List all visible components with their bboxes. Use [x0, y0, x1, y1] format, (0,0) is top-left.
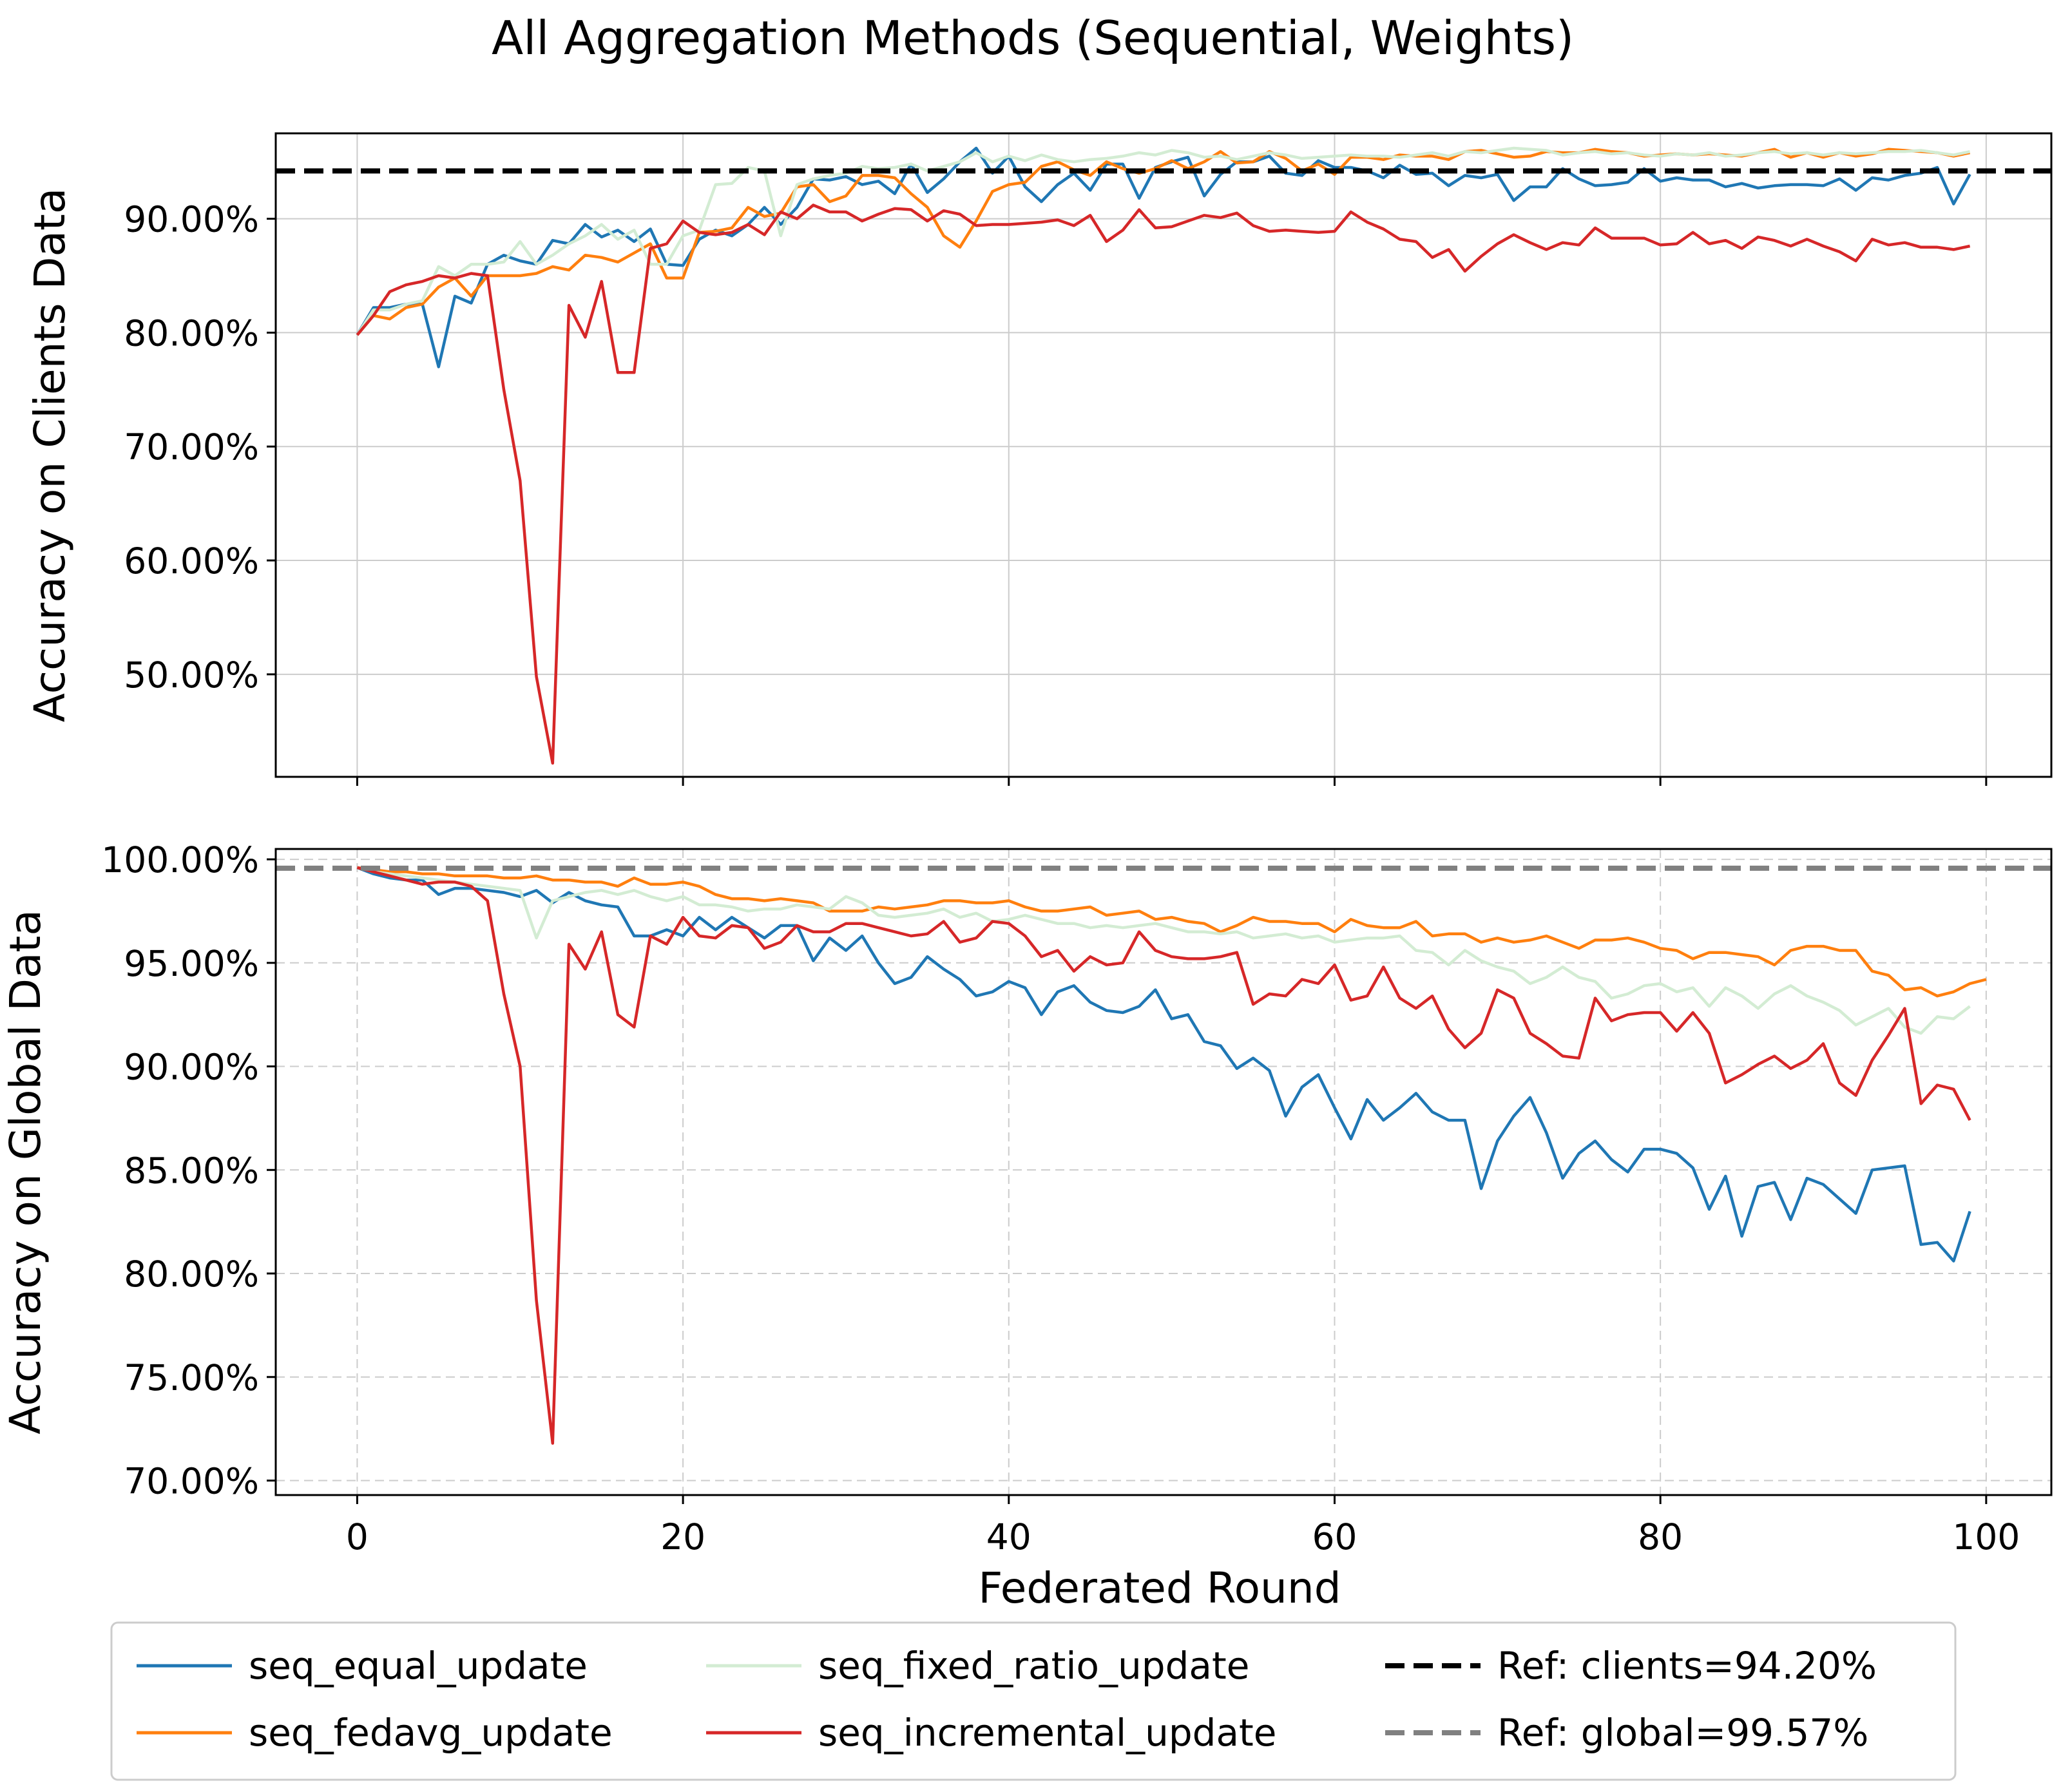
- series-line-seq_fixed_ratio_update: [356, 146, 1971, 336]
- series-line-seq_equal_update: [356, 866, 1971, 1263]
- panel-1: 50.00% 60.00% 70.00% 80.00% 90.00% Accuracy o…: [25, 132, 2053, 786]
- legend-label: Ref: clients=94.20%: [1497, 1644, 1877, 1688]
- y-tick-label: 50.00%: [124, 654, 259, 696]
- legend-label: seq_fixed_ratio_update: [818, 1644, 1249, 1688]
- y-tick-label: 60.00%: [124, 540, 259, 582]
- y-tick-label: 75.00%: [124, 1357, 259, 1398]
- x-tick-label: 40: [986, 1516, 1031, 1558]
- x-tick-label: 20: [660, 1516, 705, 1558]
- legend-label: seq_incremental_update: [818, 1711, 1276, 1755]
- legend-frame: [110, 1621, 1957, 1781]
- y-tick-label: 90.00%: [124, 1047, 259, 1088]
- y-tick-label: 80.00%: [124, 1253, 259, 1295]
- legend: seq_equal_update seq_fedavg_update seq_fix…: [110, 1621, 1957, 1781]
- y-tick-label: 100.00%: [101, 839, 259, 881]
- x-tick-label: 80: [1638, 1516, 1683, 1558]
- series-line-seq_fixed_ratio_update: [356, 866, 1971, 1035]
- chart-title: All Aggregation Methods (Sequential, Wei…: [492, 11, 1574, 65]
- panel-2: 70.00% 75.00% 80.00% 85.00% 90.00% 95.00% 100.…: [1, 839, 2053, 1558]
- y-axis-label: Accuracy on Global Data: [1, 910, 50, 1435]
- y-tick-label: 70.00%: [124, 426, 259, 468]
- series-line-seq_incremental_update: [356, 204, 1971, 765]
- plot-frame: [274, 848, 2053, 1496]
- y-tick-label: 70.00%: [124, 1460, 259, 1501]
- y-axis-label: Accuracy on Clients Data: [25, 188, 75, 723]
- x-tick-label: 0: [346, 1516, 369, 1558]
- x-tick-label: 60: [1312, 1516, 1357, 1558]
- y-tick-label: 80.00%: [124, 312, 259, 354]
- series-line-seq_fedavg_update: [357, 866, 1987, 998]
- panels: 50.00% 60.00% 70.00% 80.00% 90.00% Accuracy o…: [1, 132, 2053, 1558]
- legend-label: Ref: global=99.57%: [1497, 1711, 1868, 1755]
- y-tick-label: 95.00%: [124, 943, 259, 984]
- series-line-seq_incremental_update: [356, 866, 1971, 1445]
- legend-label: seq_equal_update: [249, 1644, 588, 1688]
- x-tick-label: 100: [1952, 1516, 2020, 1558]
- plot-frame: [274, 132, 2053, 778]
- y-tick-label: 85.00%: [124, 1150, 259, 1191]
- y-tick-label: 90.00%: [124, 199, 259, 240]
- legend-label: seq_fedavg_update: [249, 1711, 613, 1755]
- x-axis-label: Federated Round: [978, 1563, 1341, 1613]
